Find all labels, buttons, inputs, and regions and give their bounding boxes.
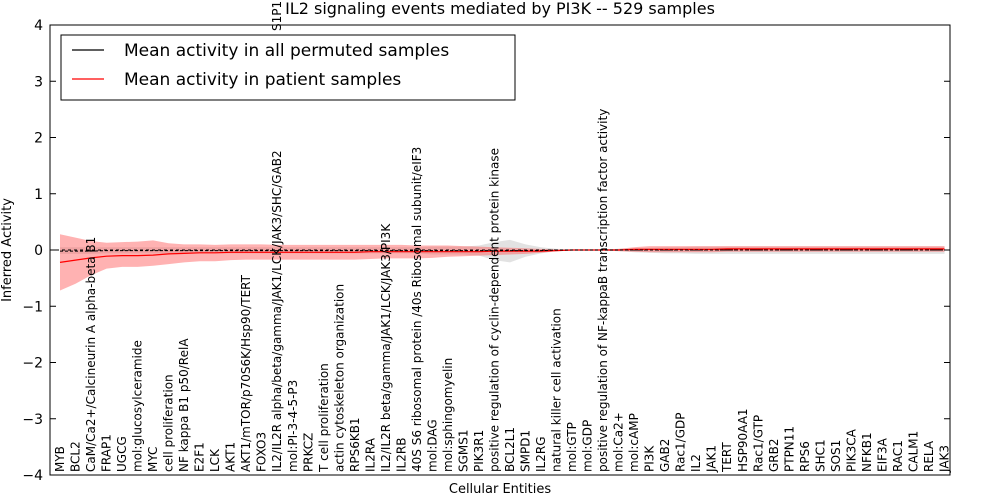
category-label: SGMS1 (456, 429, 470, 472)
category-label: mol:glucosylceramide (131, 340, 145, 472)
category-label: GAB2 (658, 439, 672, 472)
category-label: PIK3CA (844, 428, 858, 472)
category-label: RAC1 (891, 440, 905, 472)
category-label: AKT1 (224, 442, 238, 472)
confidence-band-patient (60, 234, 945, 291)
category-label: SHC1 (813, 439, 827, 472)
category-label: MYB (53, 446, 67, 472)
category-label: positive regulation of cyclin-dependent … (488, 148, 502, 472)
category-label: actin cytoskeleton organization (332, 284, 346, 472)
category-label: JAK1 (705, 445, 719, 473)
category-label: NFKB1 (860, 432, 874, 472)
category-label: IL2RA (363, 437, 377, 472)
category-label: PI3K (643, 445, 657, 472)
category-label: mol:Ca2+ (612, 412, 626, 472)
y-tick-label: 0 (34, 243, 43, 259)
category-label: mol:GTP (565, 422, 579, 472)
category-labels: MYB BCL2 CaM/Ca2+/Calcineurin A alpha-beta… (53, 1, 952, 473)
category-label: Rac1/GDP (674, 413, 688, 472)
category-label: mol:GDP (581, 420, 595, 472)
category-label: JAK3 (938, 445, 952, 473)
chart-title: IL2 signaling events mediated by PI3K --… (285, 0, 715, 18)
category-label: IL2/IL2R beta/gamma/JAK1/LCK/JAK3/PI3K (379, 223, 393, 472)
category-label: BCL2L1 (503, 427, 517, 472)
y-axis: −4 −3 −2 −1 0 1 2 3 4 (22, 18, 950, 484)
category-label: mol:PI-3-4-5-P3 (286, 380, 300, 472)
category-label: FRAP1 (100, 434, 114, 472)
legend-label-permuted: Mean activity in all permuted samples (124, 41, 449, 61)
category-label: cell proliferation (162, 374, 176, 472)
category-label: PIK3R1 (472, 430, 486, 472)
category-label: IL2RB (394, 438, 408, 472)
category-label: Rac1/GTP (751, 415, 765, 472)
category-label: BCL2 (69, 441, 83, 472)
category-label: MYC (146, 447, 160, 472)
category-label: NF kappa B1 p50/RelA (177, 338, 191, 472)
category-label: PTPN11 (782, 426, 796, 472)
category-label: HSP90AA1 (736, 408, 750, 472)
category-label: 40S S6 ribosomal protein /40s Ribosomal … (410, 147, 424, 472)
y-axis-label: Inferred Activity (0, 198, 15, 302)
y-tick-label: −3 (22, 412, 43, 428)
category-label: E2F1 (193, 442, 207, 472)
category-label: SMPD1 (519, 430, 533, 472)
category-label: EIF3A (875, 437, 889, 472)
y-tick-label: −2 (22, 356, 43, 372)
category-label: CaM/Ca2+/Calcineurin A alpha-beta B1 (84, 237, 98, 472)
category-label: RPS6 (798, 441, 812, 472)
series-lines (59, 248, 945, 263)
category-label: UGCG (115, 436, 129, 472)
clipped-category-label: S1P1 (270, 1, 284, 31)
category-label: TERT (720, 442, 734, 473)
category-label: mol:cAMP (627, 413, 641, 472)
y-tick-label: 3 (34, 74, 43, 90)
y-tick-label: 2 (34, 131, 43, 147)
category-label: natural killer cell activation (550, 308, 564, 472)
y-tick-label: −1 (22, 299, 43, 315)
category-label: RELA (922, 440, 936, 472)
legend-label-patient: Mean activity in patient samples (124, 70, 401, 90)
category-label: T cell proliferation (317, 363, 331, 473)
category-label: GRB2 (767, 438, 781, 472)
category-label: IL2 (689, 454, 703, 472)
category-label: PRKCZ (301, 433, 315, 472)
legend: Mean activity in all permuted samples Me… (60, 34, 516, 101)
x-axis-label: Cellular Entities (449, 482, 551, 497)
category-label: RPS6KB1 (348, 417, 362, 472)
category-label: mol:DAG (425, 419, 439, 472)
category-label: IL2RG (534, 437, 548, 473)
plot-frame (49, 24, 951, 476)
category-label: SOS1 (829, 440, 843, 472)
series-line-permuted (60, 249, 945, 252)
category-label: positive regulation of NF-kappaB transcr… (596, 109, 610, 472)
legend-box (60, 34, 516, 101)
y-tick-label: −4 (22, 468, 43, 484)
category-label: mol:sphingomyelin (441, 358, 455, 472)
y-tick-label: 4 (34, 18, 43, 34)
category-label: AKT1/mTOR/p70S6K/Hsp90/TERT (239, 274, 253, 472)
category-label: FOXO3 (255, 432, 269, 472)
category-label: LCK (208, 448, 222, 472)
y-tick-label: 1 (34, 187, 43, 203)
category-label: CALM1 (906, 431, 920, 472)
category-label: IL2/IL2R alpha/beta/gamma/JAK1/LCK/JAK3/… (270, 150, 284, 472)
